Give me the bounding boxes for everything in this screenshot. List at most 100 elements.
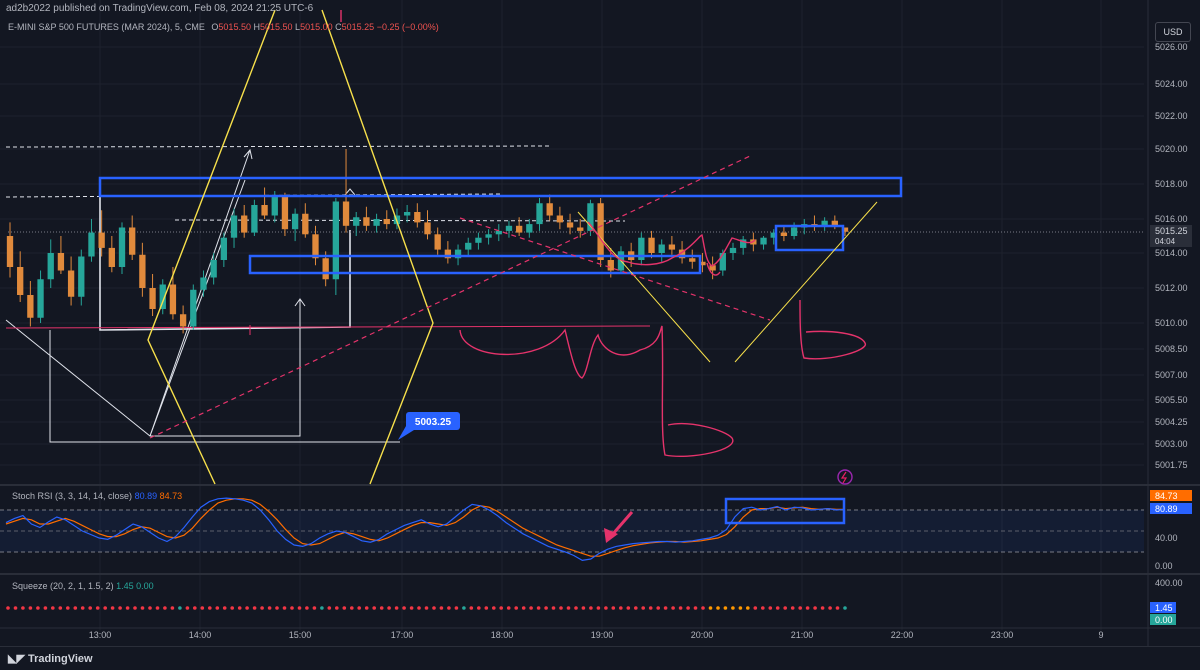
- squeeze-dot: [447, 606, 451, 610]
- squeeze-dot: [387, 606, 391, 610]
- white-arrowhead: [243, 148, 253, 160]
- squeeze-dot: [596, 606, 601, 610]
- symbol-legend[interactable]: E-MINI S&P 500 FUTURES (MAR 2024), 5, CM…: [8, 22, 439, 32]
- squeeze-dot: [761, 606, 765, 610]
- squeeze-dot: [566, 606, 571, 610]
- squeeze-dot: [693, 606, 698, 610]
- squeeze-dot: [58, 606, 63, 610]
- squeeze-dot: [768, 606, 773, 610]
- pink-level: [5, 325, 651, 329]
- squeeze-dot: [148, 606, 152, 610]
- candle-body: [383, 219, 390, 225]
- price-callout-label: 5003.25: [415, 417, 452, 428]
- time-tick-label: 23:00: [991, 630, 1014, 640]
- price-axis[interactable]: 5026.00 5024.00 5022.00 5020.00 5018.00 5016.…: [1150, 42, 1192, 470]
- squeeze-dot: [282, 606, 287, 610]
- squeeze-dot: [551, 606, 556, 610]
- candle-body: [281, 196, 289, 230]
- stoch-k-line: [5, 497, 846, 562]
- squeeze-dot: [708, 606, 713, 610]
- candle-body: [424, 222, 431, 235]
- pink-freehand: [799, 299, 866, 360]
- squeeze-dot: [559, 606, 563, 610]
- squeeze-axis-label: 400.00: [1155, 578, 1183, 588]
- candle-body: [821, 220, 828, 226]
- squeeze-dot: [574, 606, 578, 610]
- candle-body: [251, 205, 258, 233]
- lightning-icon: [840, 471, 848, 484]
- tradingview-brand: TradingView: [27, 653, 93, 665]
- price-tick-label: 5005.50: [1155, 395, 1188, 405]
- candle-body: [587, 203, 594, 231]
- chart-canvas[interactable]: 5003.25 5026.00 5024.00 5022.00 5020.00 5018…: [0, 0, 1200, 646]
- squeeze-dot: [66, 606, 70, 610]
- stoch-rsi-legend[interactable]: Stoch RSI (3, 3, 14, 14, close) 80.89 84…: [12, 491, 182, 501]
- pink-arrow-shaft: [610, 511, 634, 536]
- publisher-line: ad2b2022 published on TradingView.com, F…: [6, 3, 314, 14]
- squeeze-dot: [402, 606, 406, 610]
- squeeze-dot: [835, 606, 840, 610]
- squeeze-dot: [648, 606, 653, 610]
- candle-body: [200, 277, 207, 290]
- squeeze-dot: [484, 606, 489, 610]
- price-tick-label: 5026.00: [1155, 42, 1188, 52]
- squeeze-dot: [790, 606, 795, 610]
- candle-body: [678, 249, 686, 259]
- tradingview-logo[interactable]: ◣◤ TradingView: [8, 652, 93, 665]
- candle-body: [261, 205, 268, 216]
- squeeze-dot: [215, 606, 220, 610]
- last-price-tag-bg: [1150, 225, 1192, 247]
- squeeze-dot: [237, 606, 242, 610]
- change-value: −0.25 (−0.00%): [376, 22, 439, 32]
- close-label: C: [335, 22, 342, 32]
- squeeze-dot: [170, 606, 175, 610]
- symbol-title: E-MINI S&P 500 FUTURES (MAR 2024), 5, CM…: [8, 22, 205, 32]
- candle-body: [760, 237, 767, 245]
- candle-body: [129, 227, 136, 255]
- squeeze-dot: [260, 606, 264, 610]
- last-price-tag: 5015.25: [1155, 226, 1188, 236]
- stoch-d-line: [5, 498, 845, 557]
- candle-body: [546, 203, 553, 216]
- squeeze-dot: [110, 606, 115, 610]
- candle-body: [770, 232, 777, 238]
- pink-freehand: [587, 221, 756, 267]
- open-value: 5015.50: [218, 22, 251, 32]
- candle-body: [291, 213, 299, 230]
- white-box-drawing: [99, 197, 351, 331]
- squeeze-dot: [634, 606, 638, 610]
- stoch-d-tag: 84.73: [1155, 491, 1178, 501]
- stoch-k-tag-bg: [1150, 503, 1192, 514]
- squeeze-dot: [163, 606, 167, 610]
- time-axis[interactable]: 13:00 14:00 15:00 17:00 18:00 19:00 20:00 21:00…: [89, 630, 1104, 640]
- high-label: H: [253, 22, 260, 32]
- candle-body: [98, 232, 105, 248]
- candle-body: [841, 227, 849, 232]
- squeeze-dot: [335, 606, 339, 610]
- squeeze-dot: [28, 606, 33, 610]
- pink-dashed-trend: [459, 217, 771, 321]
- squeeze-dot: [746, 606, 750, 610]
- price-tick-label: 5010.00: [1155, 318, 1188, 328]
- candle-body: [159, 284, 166, 309]
- time-tick-label: 17:00: [391, 630, 414, 640]
- blue-zone-upper: [98, 176, 903, 198]
- candle-body: [556, 215, 564, 223]
- time-tick-label: 22:00: [891, 630, 914, 640]
- squeeze-dot: [432, 606, 436, 610]
- squeeze-dot: [394, 606, 399, 610]
- squeeze-dot: [200, 606, 205, 610]
- squeeze-dot: [88, 606, 92, 610]
- countdown-tag: 04:04: [1155, 237, 1176, 246]
- yellow-trend: [734, 201, 878, 363]
- candle-body: [47, 253, 54, 280]
- squeeze-dot: [320, 606, 324, 610]
- candle-body: [689, 258, 696, 262]
- candle-body: [373, 219, 380, 226]
- candle-body: [6, 236, 14, 267]
- squeeze-legend[interactable]: Squeeze (20, 2, 1, 1.5, 2) 1.45 0.00: [12, 581, 154, 591]
- currency-button[interactable]: USD: [1155, 22, 1191, 42]
- candle-body: [220, 237, 227, 260]
- footer-bar: [0, 646, 1200, 670]
